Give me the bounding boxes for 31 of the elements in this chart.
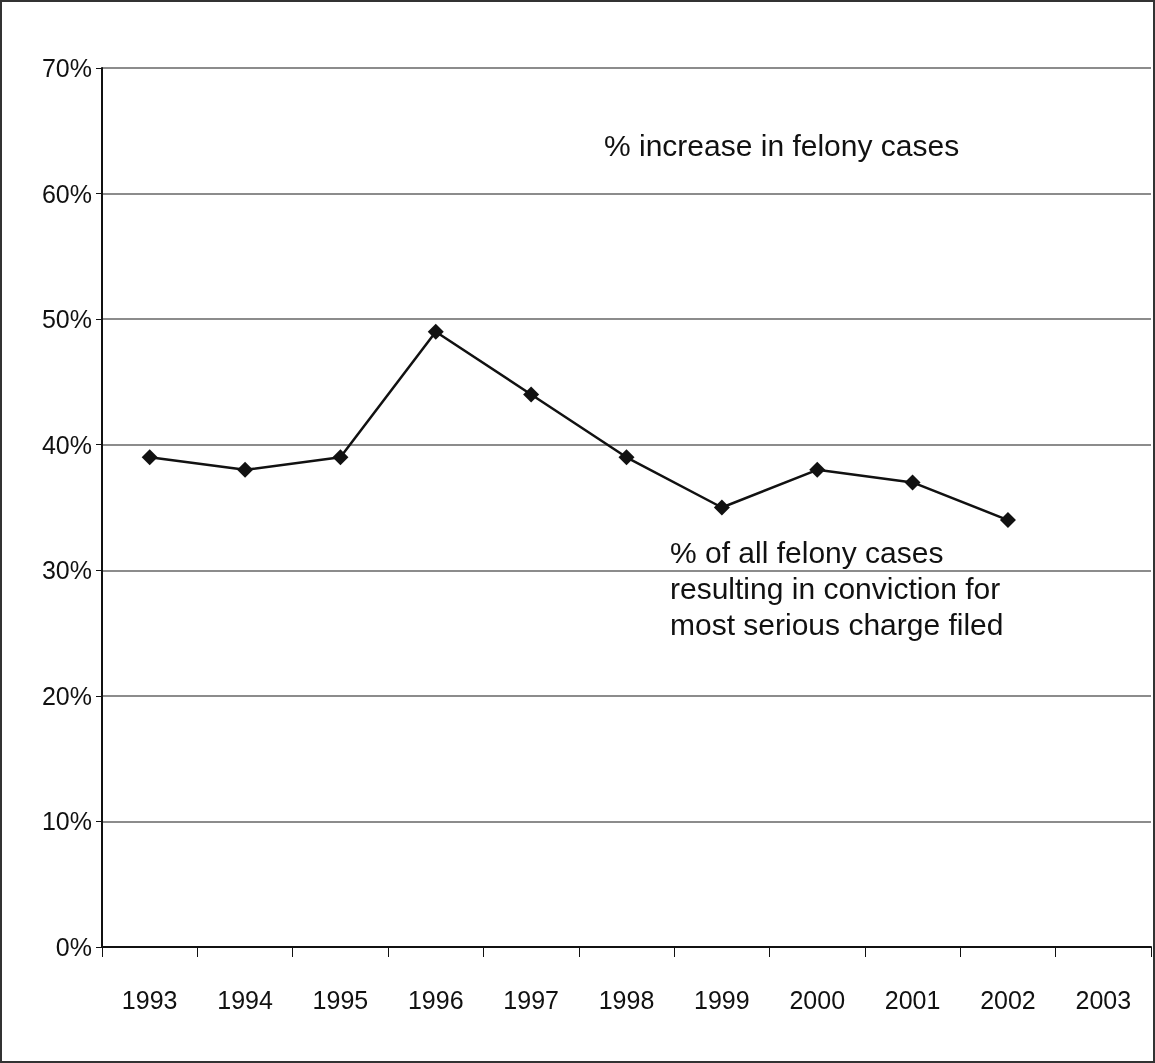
y-tick-label: 0% xyxy=(55,933,92,961)
point xyxy=(427,323,444,340)
point xyxy=(713,499,730,516)
x-tick-label: 2002 xyxy=(980,985,1036,1014)
y-tick-label: 40% xyxy=(41,430,92,459)
x-tick-label: 1995 xyxy=(312,985,369,1014)
x-tick-label: 1994 xyxy=(217,985,273,1014)
point xyxy=(618,449,635,466)
point xyxy=(809,461,826,478)
x-tick-label: 1999 xyxy=(694,985,750,1014)
point xyxy=(332,449,349,466)
x-tick-label: 2000 xyxy=(789,985,846,1014)
y-tick-label: 60% xyxy=(41,179,92,208)
point xyxy=(237,461,254,478)
x-tick-label: 2003 xyxy=(1075,985,1132,1014)
x-tick-label: 1997 xyxy=(503,985,559,1014)
x-tick-label: 2001 xyxy=(884,985,941,1014)
y-tick-label: 10% xyxy=(41,807,92,836)
y-tick-label: 30% xyxy=(41,556,92,585)
x-tick-label: 1993 xyxy=(121,985,178,1014)
point xyxy=(904,474,921,491)
x-tick-label: 1998 xyxy=(598,985,655,1014)
point xyxy=(523,386,540,403)
y-tick-label: 50% xyxy=(41,305,92,334)
point xyxy=(141,449,158,466)
y-tick-label: 70% xyxy=(41,54,92,82)
annotation: % increase in felony cases xyxy=(604,128,960,162)
annotation: % of all felony cases resulting in conviction for most serious charge filed xyxy=(670,535,1004,641)
point xyxy=(999,512,1016,529)
x-tick-label: 1996 xyxy=(407,985,464,1014)
y-tick-label: 20% xyxy=(41,681,92,710)
